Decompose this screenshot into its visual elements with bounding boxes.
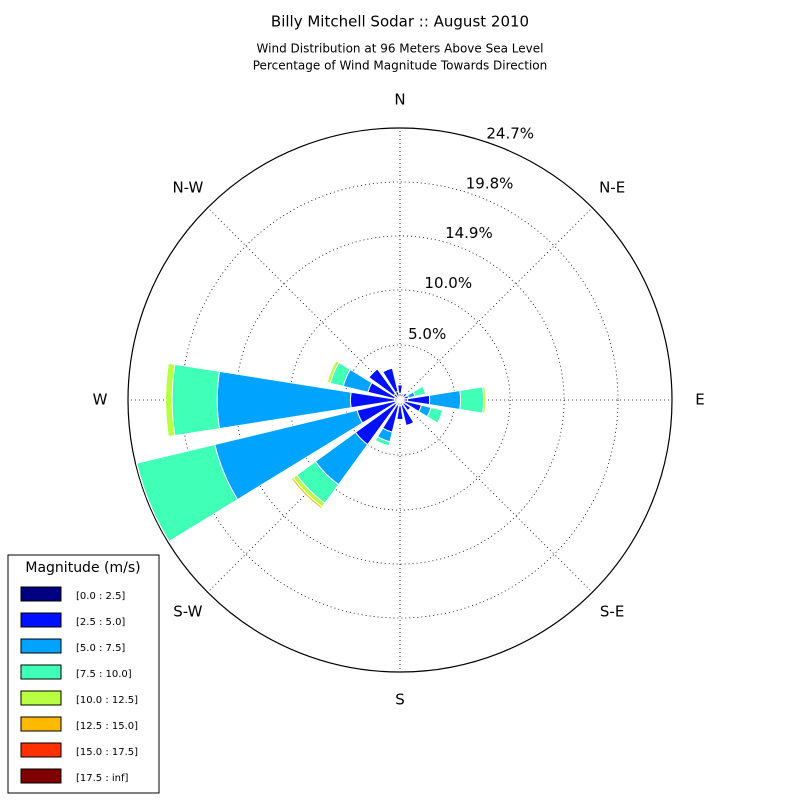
- chart-subtitle: Wind Distribution at 96 Meters Above Sea…: [257, 42, 544, 56]
- wind-segment: [459, 386, 485, 414]
- radial-grid-line: [207, 207, 401, 401]
- direction-label: N-W: [172, 178, 203, 196]
- legend-swatch: [20, 612, 62, 628]
- radial-grid-line: [399, 207, 593, 401]
- grid-ring: [289, 289, 511, 511]
- r-tick-label: 19.8%: [466, 174, 514, 192]
- wind-segment: [171, 363, 221, 437]
- legend-swatch: [20, 586, 62, 602]
- r-tick-label: 24.7%: [486, 124, 534, 142]
- chart-title: Billy Mitchell Sodar :: August 2010: [271, 13, 529, 31]
- legend-swatch: [20, 742, 62, 758]
- legend-label: [15.0 : 17.5]: [76, 747, 138, 758]
- r-tick-label: 10.0%: [424, 274, 472, 292]
- direction-label: N: [394, 91, 405, 109]
- wind-segment: [406, 422, 415, 427]
- wind-segment: [164, 363, 169, 437]
- legend-label: [2.5 : 5.0]: [76, 617, 125, 628]
- legend-label: [12.5 : 15.0]: [76, 721, 138, 732]
- direction-label: S-E: [600, 603, 624, 621]
- direction-label: S-W: [173, 603, 202, 621]
- legend-swatch: [20, 638, 62, 654]
- chart-subtitle: Percentage of Wind Magnitude Towards Dir…: [253, 59, 547, 73]
- outer-circle: [127, 127, 673, 673]
- legend-title: Magnitude (m/s): [25, 560, 140, 576]
- legend-swatch: [20, 716, 62, 732]
- legend-label: [5.0 : 7.5]: [76, 643, 125, 654]
- legend-swatch: [20, 768, 62, 784]
- wind-segment: [423, 385, 428, 394]
- legend-label: [10.0 : 12.5]: [76, 695, 138, 706]
- legend-swatch: [20, 664, 62, 680]
- direction-label: N-E: [599, 178, 625, 196]
- grid-ring: [235, 235, 565, 565]
- radial-grid-line: [207, 399, 401, 593]
- wind-segment: [374, 439, 390, 447]
- legend-label: [17.5 : inf]: [76, 773, 129, 784]
- wind-segment: [325, 360, 336, 383]
- r-tick-label: 5.0%: [408, 325, 446, 343]
- direction-label: W: [93, 391, 108, 409]
- legend-swatch: [20, 690, 62, 706]
- wind-segment: [401, 393, 404, 395]
- r-tick-label: 14.9%: [445, 224, 493, 242]
- direction-label: E: [695, 391, 704, 409]
- radial-grid-line: [399, 399, 593, 593]
- legend-label: [7.5 : 10.0]: [76, 669, 132, 680]
- wind-segment: [437, 410, 444, 424]
- direction-label: S: [395, 691, 405, 709]
- wind-segment: [428, 389, 462, 411]
- legend-label: [0.0 : 2.5]: [76, 591, 125, 602]
- wind-segment: [290, 478, 322, 510]
